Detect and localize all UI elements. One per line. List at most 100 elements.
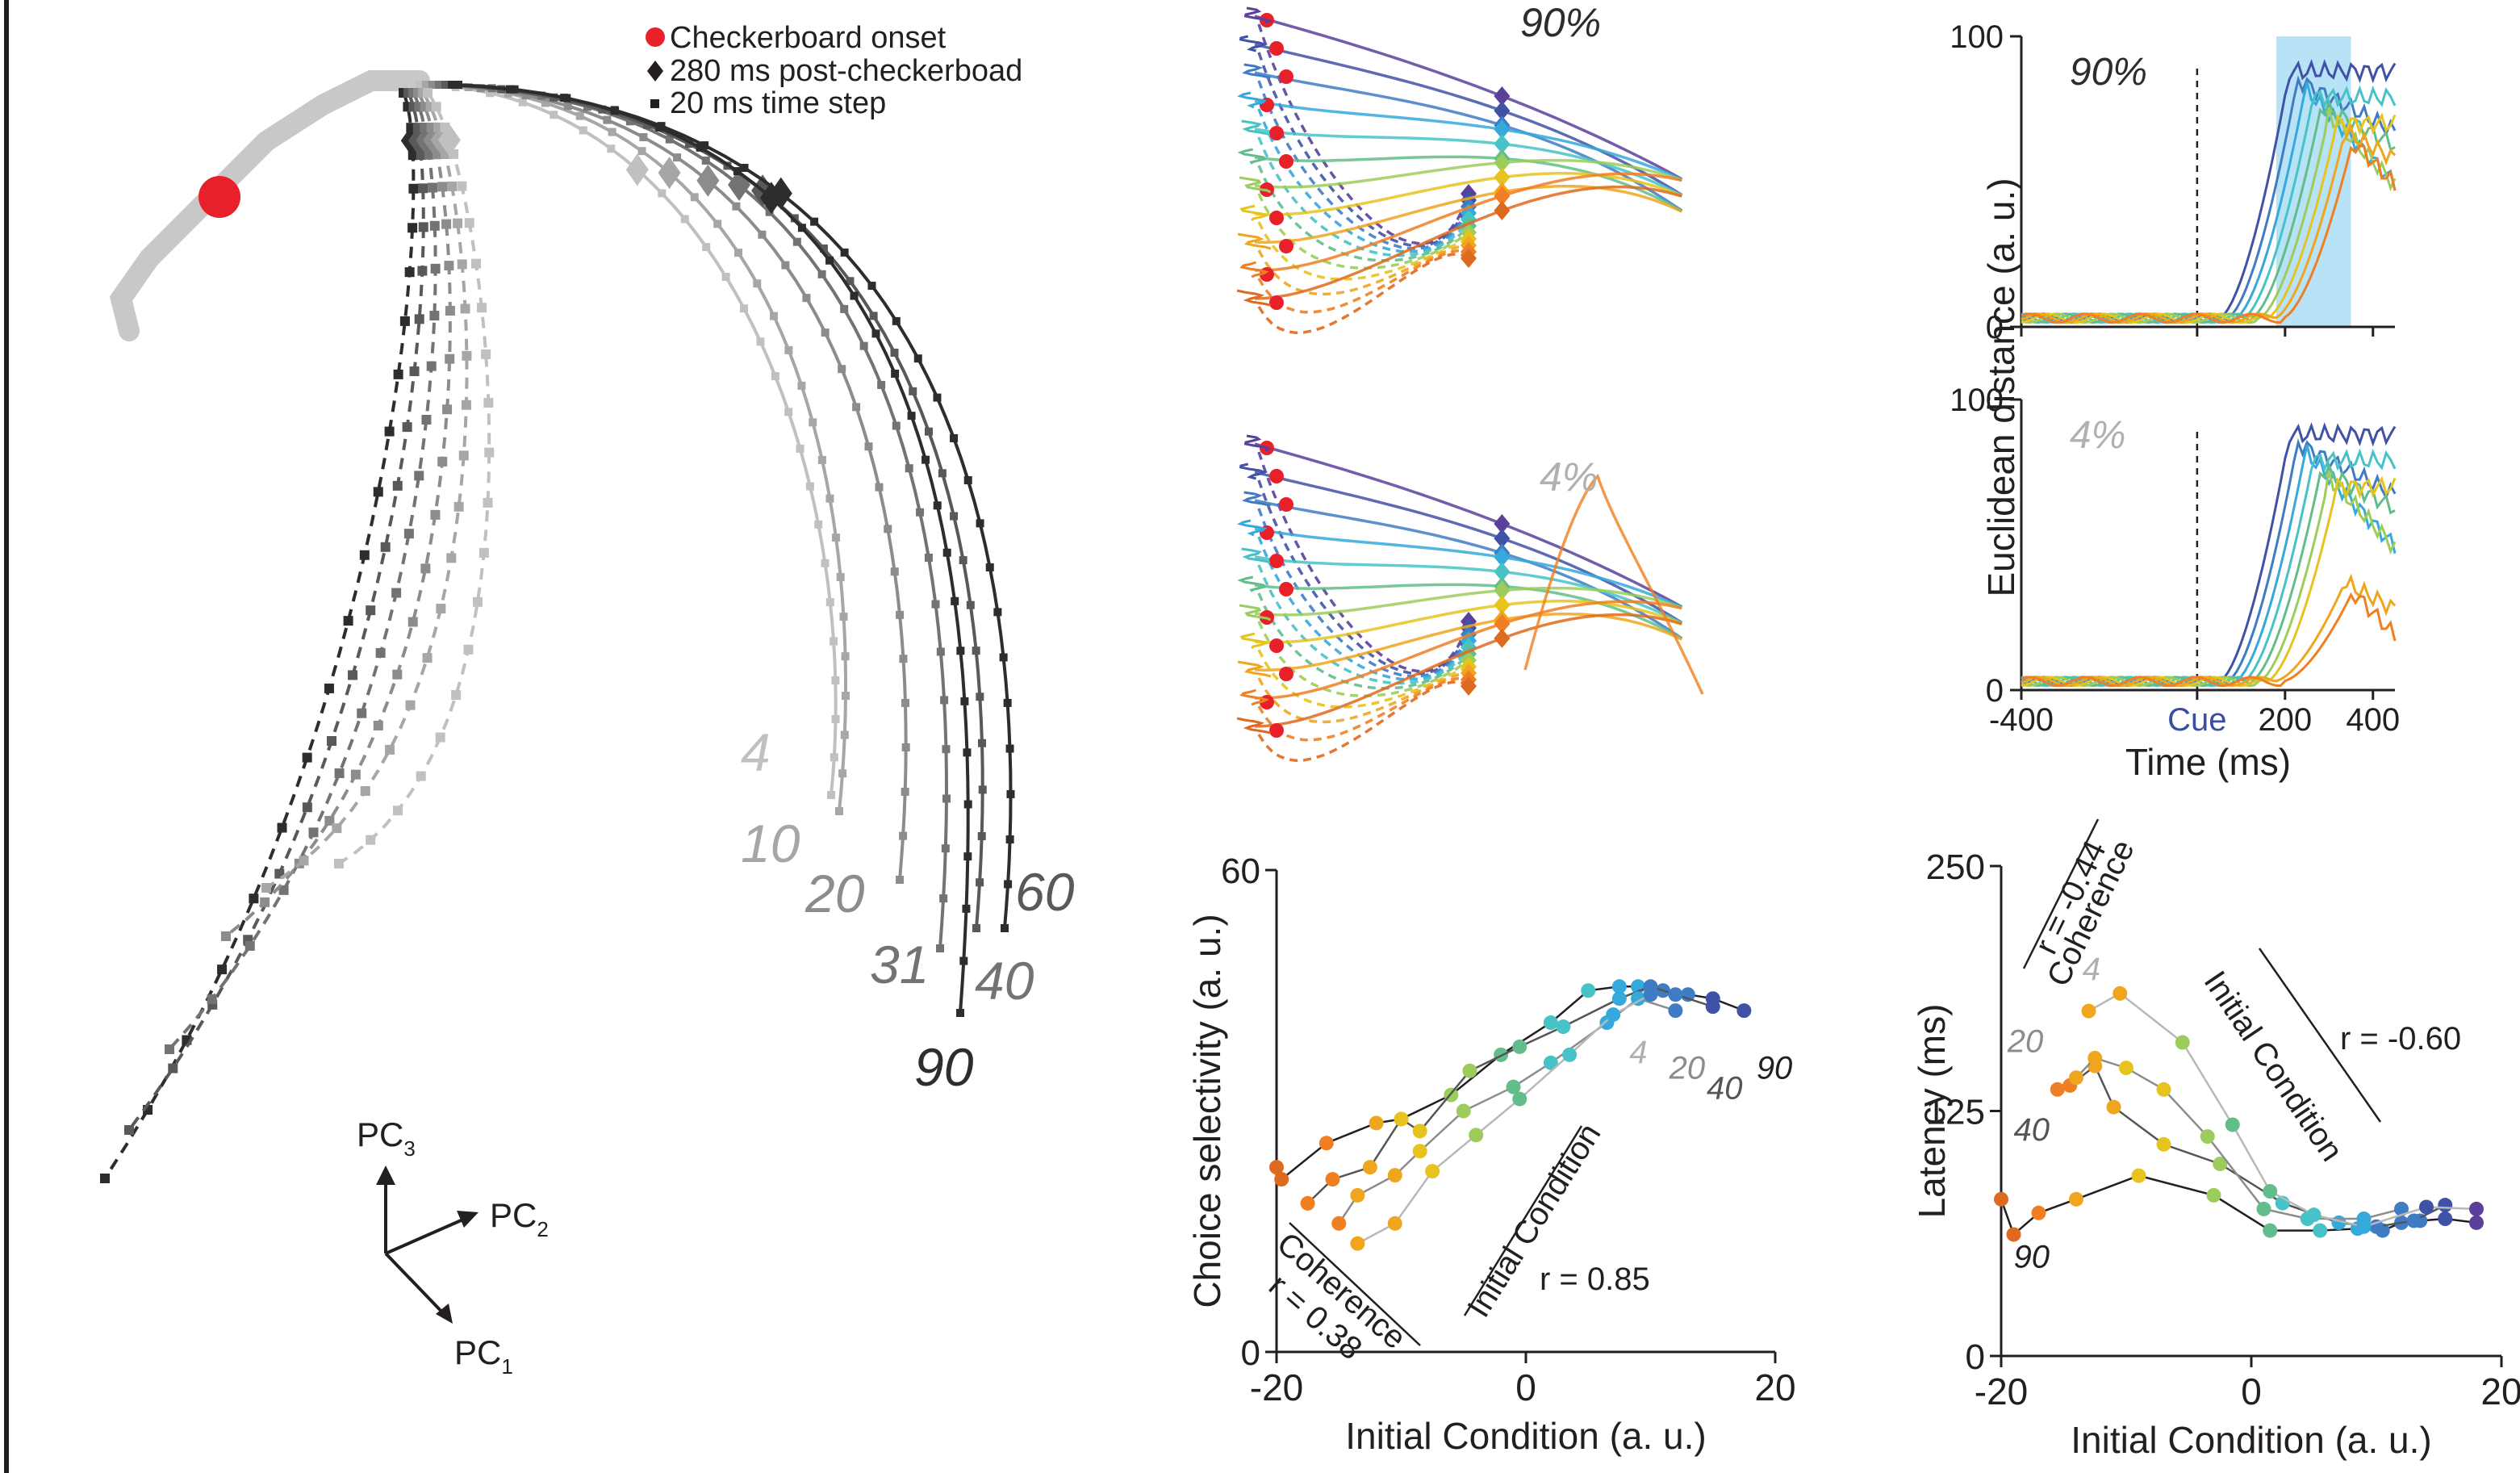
- onset-marker-icon: [646, 27, 665, 47]
- time-step-marker: [428, 182, 437, 192]
- time-step-marker: [798, 224, 806, 232]
- time-step-marker: [925, 554, 933, 562]
- time-step-marker: [217, 965, 227, 974]
- time-step-marker: [899, 655, 907, 663]
- time-step-marker: [960, 697, 968, 705]
- time-step-marker: [165, 1044, 174, 1054]
- time-step-marker: [332, 823, 341, 833]
- time-step-marker: [638, 147, 646, 155]
- time-step-marker: [959, 556, 967, 564]
- data-point: [2119, 1061, 2133, 1075]
- time-step-marker: [896, 611, 904, 619]
- time-step-marker: [939, 894, 947, 902]
- time-step-marker: [550, 111, 558, 119]
- time-step-marker: [825, 495, 834, 503]
- time-step-marker: [797, 382, 805, 390]
- time-step-marker: [1006, 745, 1014, 753]
- data-point: [1413, 1144, 1427, 1158]
- b-post280-marker: [1494, 629, 1510, 648]
- c-title: 90%: [2070, 51, 2147, 94]
- time-step-marker: [249, 893, 258, 903]
- time-step-marker: [934, 501, 942, 509]
- data-point: [2032, 1206, 2046, 1220]
- series-line-20: [1339, 998, 1675, 1224]
- label-90: 90: [1757, 1051, 1793, 1086]
- data-point: [1462, 1064, 1477, 1078]
- time-step-marker: [891, 370, 899, 378]
- time-step-marker: [921, 456, 930, 464]
- time-step-marker: [454, 81, 462, 89]
- time-step-marker: [871, 329, 880, 337]
- time-step-marker: [933, 394, 941, 402]
- time-step-marker: [937, 647, 945, 655]
- time-step-marker: [753, 279, 761, 287]
- time-step-marker: [830, 753, 838, 761]
- legend-post280-label: 280 ms post-checkerboad: [670, 54, 1022, 88]
- time-step-marker: [437, 182, 447, 191]
- time-step-marker: [942, 745, 950, 753]
- c-x-tick-label-cue: Cue: [2167, 702, 2226, 738]
- time-step-marker: [579, 126, 587, 134]
- c-x-axis-label: Time (ms): [2125, 741, 2291, 783]
- time-step-marker: [446, 553, 456, 563]
- data-point: [2069, 1192, 2083, 1207]
- data-point: [2313, 1224, 2327, 1238]
- time-step-marker: [335, 768, 345, 778]
- panel-b-top-trajectories: [1237, 8, 1682, 333]
- y-tick-label: 250: [1926, 847, 1985, 887]
- time-step-marker: [756, 337, 764, 345]
- solid-trajectory-5: [452, 85, 1011, 928]
- x-tick-label: -20: [1250, 1366, 1303, 1408]
- data-point: [2225, 1117, 2240, 1132]
- b-onset-marker: [1269, 41, 1284, 56]
- data-point: [1319, 1136, 1334, 1150]
- b-start-jitter: [1242, 206, 1266, 220]
- data-point: [2087, 1051, 2102, 1065]
- time-step-marker: [902, 743, 910, 751]
- time-step-marker: [360, 550, 370, 560]
- b-onset-marker: [1269, 723, 1284, 738]
- time-step-marker: [1000, 653, 1008, 661]
- series-line-40: [2058, 1066, 2446, 1227]
- time-step-marker: [771, 372, 779, 380]
- time-step-marker: [327, 736, 336, 746]
- time-step-marker: [916, 508, 924, 517]
- time-step-marker: [462, 351, 471, 361]
- x-tick-label: -20: [1975, 1370, 2028, 1412]
- data-point: [1274, 1172, 1289, 1186]
- time-step-marker: [1006, 835, 1014, 843]
- time-step-marker: [124, 1125, 134, 1135]
- c-y-tick-label: 100: [1950, 19, 2004, 55]
- time-step-marker: [950, 513, 958, 521]
- post280-marker: [658, 157, 681, 189]
- time-step-marker: [260, 898, 270, 907]
- time-step-marker: [972, 924, 980, 932]
- time-step-marker: [441, 220, 451, 229]
- b-start-jitter: [1241, 36, 1264, 51]
- post280-marker: [626, 153, 649, 186]
- data-point: [2307, 1207, 2321, 1222]
- b-onset-marker: [1279, 667, 1293, 681]
- data-point: [1736, 1003, 1751, 1018]
- time-step-marker: [793, 238, 801, 246]
- data-point: [1994, 1192, 2008, 1207]
- time-step-marker: [914, 354, 922, 362]
- b-start-jitter: [1242, 634, 1266, 648]
- time-step-marker: [770, 312, 778, 320]
- time-step-marker: [261, 883, 271, 893]
- time-step-marker: [436, 733, 445, 743]
- time-step-marker: [400, 316, 410, 326]
- time-step-marker: [451, 690, 461, 700]
- b-onset-marker: [1269, 638, 1284, 653]
- time-step-marker: [841, 731, 849, 739]
- time-step-marker: [348, 670, 357, 680]
- time-step-marker: [607, 144, 615, 153]
- time-step-marker: [978, 739, 986, 747]
- data-point: [2200, 1129, 2215, 1144]
- time-step-marker: [691, 193, 699, 201]
- time-step-marker: [942, 794, 951, 802]
- time-step-marker: [437, 457, 447, 467]
- time-step-marker: [444, 261, 453, 270]
- time-step-marker: [477, 303, 487, 312]
